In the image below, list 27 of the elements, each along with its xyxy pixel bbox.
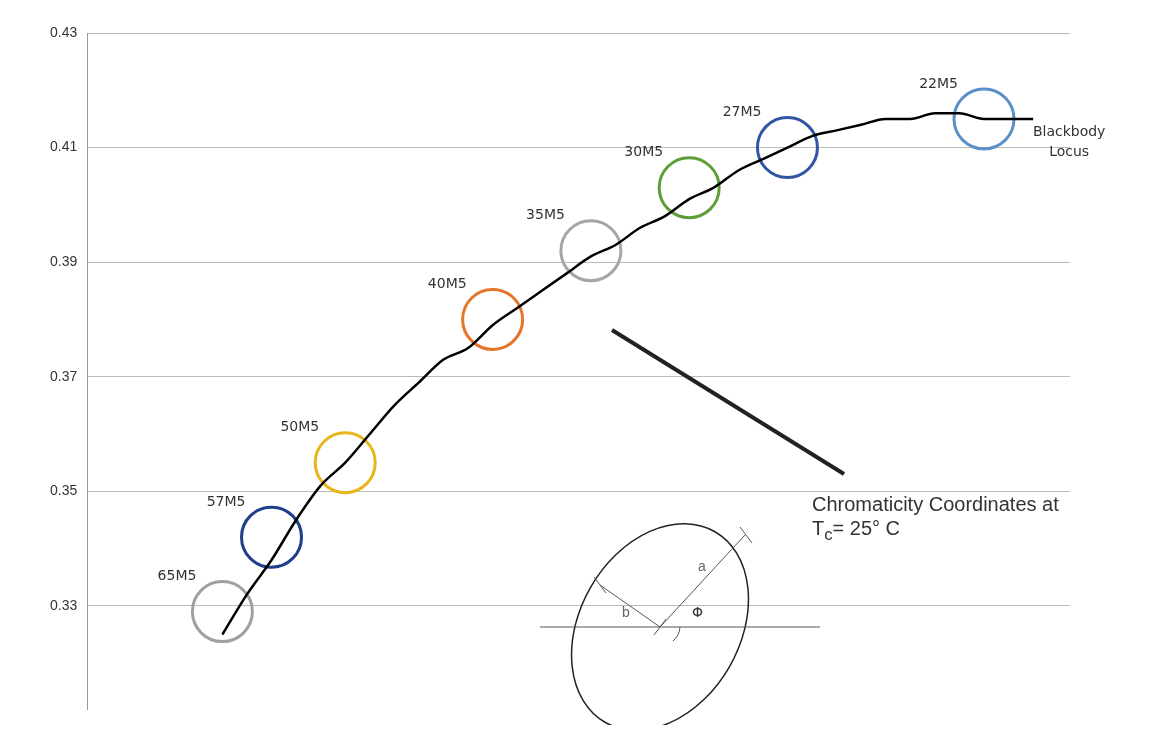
annotation: a bbox=[698, 558, 706, 574]
series-label: 30M5 bbox=[624, 143, 664, 160]
annotation: Chromaticity Coordinates at T$_{c}$= 25° C bbox=[812, 492, 1060, 546]
point bbox=[240, 505, 304, 569]
series-label: 40M5 bbox=[427, 275, 467, 292]
series-label: 22M5 bbox=[919, 74, 959, 91]
series-label: 27M5 bbox=[722, 103, 762, 120]
series-label: 65M5 bbox=[157, 567, 197, 584]
y-tick-label: 0.43 bbox=[50, 23, 78, 40]
y-tick-label: 0.37 bbox=[50, 367, 78, 384]
y-tick-label: 0.41 bbox=[50, 138, 78, 155]
series-label: 50M5 bbox=[280, 418, 320, 435]
point bbox=[313, 431, 377, 495]
series-label: Blackbody Locus bbox=[1032, 122, 1106, 159]
annotation: Φ bbox=[692, 604, 704, 620]
point bbox=[559, 219, 623, 283]
y-tick-label: 0.35 bbox=[50, 482, 78, 499]
point bbox=[190, 580, 254, 644]
point bbox=[657, 156, 721, 220]
series-label: 57M5 bbox=[206, 492, 246, 509]
point bbox=[952, 87, 1016, 151]
series-label: 35M5 bbox=[526, 206, 565, 223]
point bbox=[755, 116, 819, 180]
y-tick-label: 0.39 bbox=[50, 253, 78, 270]
y-tick-label: 0.33 bbox=[50, 596, 78, 613]
point bbox=[461, 287, 525, 351]
annotation: b bbox=[622, 604, 630, 620]
